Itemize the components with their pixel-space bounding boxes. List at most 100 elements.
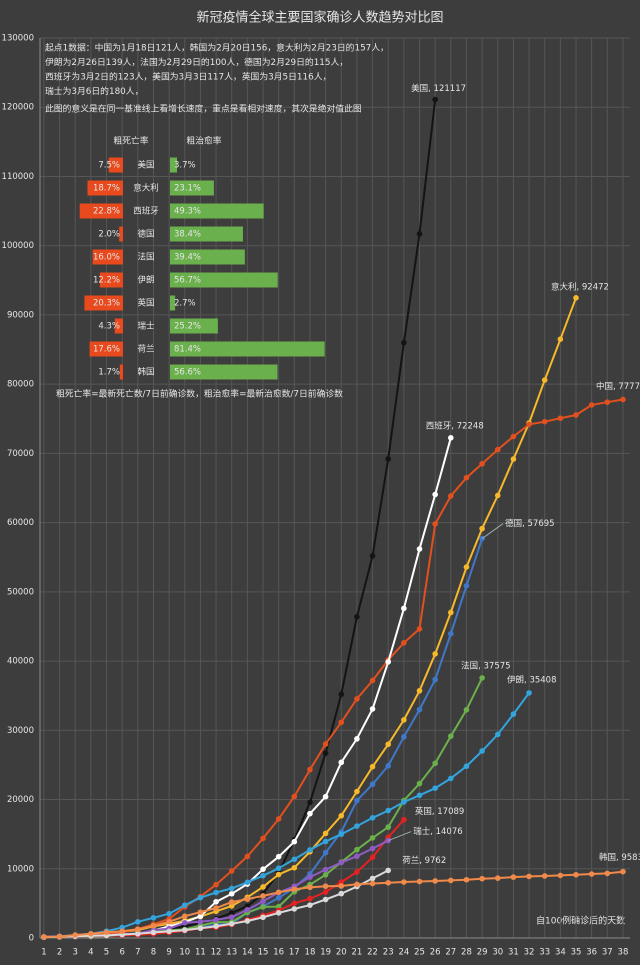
cure-bar (170, 226, 243, 242)
death-label: 16.0% (93, 253, 120, 263)
death-bar (79, 203, 123, 219)
data-point (401, 879, 407, 885)
x-tick-label: 11 (195, 948, 206, 958)
y-tick-label: 40000 (7, 657, 34, 667)
data-point (275, 816, 282, 822)
data-point (369, 845, 376, 852)
data-point (244, 918, 251, 924)
data-point (338, 831, 345, 838)
country-label: 意大利 (133, 183, 159, 194)
x-tick-label: 36 (586, 948, 597, 958)
data-point (275, 871, 282, 878)
cure-bar (170, 180, 214, 196)
data-point (369, 815, 376, 821)
data-point (135, 919, 141, 925)
note-line: 起点1数据：中国为1月18日121人，韩国为2月20日156，意大利为2月23日… (45, 42, 389, 54)
end-label: 法国, 37575 (461, 660, 510, 671)
data-point (354, 736, 360, 742)
data-point (416, 792, 423, 799)
data-point (526, 873, 532, 880)
x-tick-label: 7 (135, 948, 140, 958)
data-point (197, 894, 204, 901)
data-point (244, 853, 251, 860)
cure-label: 56.6% (174, 368, 201, 378)
x-tick-label: 4 (88, 948, 93, 958)
data-point (307, 810, 313, 817)
data-point (166, 928, 172, 935)
data-point (416, 780, 423, 787)
x-tick-label: 20 (336, 948, 347, 958)
data-point (510, 874, 517, 880)
data-point (197, 909, 204, 915)
data-point (260, 884, 266, 890)
data-point (181, 927, 188, 933)
data-point (385, 807, 392, 814)
y-tick-label: 30000 (7, 726, 34, 736)
x-tick-label: 23 (383, 948, 394, 958)
data-point (354, 869, 360, 875)
y-tick-label: 110000 (2, 172, 34, 182)
data-point (291, 900, 298, 907)
data-point (463, 474, 470, 481)
data-point (41, 934, 47, 940)
data-point (479, 875, 485, 882)
end-label: 中国, 77779 (596, 381, 640, 392)
data-point (291, 838, 298, 845)
data-point (260, 872, 266, 879)
data-point (401, 339, 407, 346)
data-point (463, 763, 470, 770)
data-point (494, 875, 501, 881)
data-point (307, 874, 313, 880)
data-point (448, 435, 454, 441)
data-point (260, 835, 266, 842)
inset-header: 粗死亡率 (113, 135, 148, 147)
data-point (307, 766, 313, 773)
data-point (369, 880, 376, 887)
data-point (432, 785, 438, 791)
data-point (541, 377, 548, 383)
x-tick-label: 19 (320, 948, 331, 958)
data-point (432, 878, 438, 884)
data-point (541, 418, 548, 425)
leader-line (481, 523, 504, 539)
x-tick-label: 29 (477, 948, 488, 958)
data-point (369, 875, 376, 882)
cure-bar (170, 341, 325, 357)
data-point (526, 421, 532, 428)
x-tick-label: 28 (461, 948, 472, 958)
data-point (448, 775, 454, 782)
x-tick-label: 27 (445, 948, 456, 958)
x-tick-label: 8 (151, 948, 156, 958)
data-point (322, 793, 329, 800)
cure-label: 49.3% (174, 207, 201, 217)
data-point (135, 926, 141, 933)
cure-bar (170, 318, 218, 334)
data-point (275, 865, 282, 872)
data-point (369, 677, 376, 684)
data-point (338, 759, 345, 766)
death-bar (89, 341, 123, 357)
data-point (369, 781, 376, 788)
data-point (526, 690, 532, 696)
data-point (432, 96, 438, 103)
data-point (354, 881, 360, 888)
y-tick-label: 20000 (7, 795, 34, 805)
x-tick-label: 35 (571, 948, 582, 958)
data-point (322, 872, 329, 878)
x-tick-label: 25 (414, 948, 425, 958)
series-line (43, 692, 530, 938)
data-point (150, 922, 157, 929)
cure-bar (170, 203, 264, 219)
x-tick-label: 2 (57, 948, 62, 958)
data-point (401, 799, 407, 805)
data-point (557, 415, 564, 422)
data-point (354, 788, 360, 795)
data-point (166, 910, 172, 917)
note-line: 伊朗为2月26日139人，法国为2月29日的100人，德国为2月29日的115人… (45, 56, 348, 68)
data-point (228, 910, 235, 916)
data-point (338, 812, 345, 819)
data-point (338, 719, 345, 726)
inset-header: 粗治愈率 (186, 135, 221, 147)
cure-label: 81.4% (174, 345, 201, 355)
data-point (275, 889, 282, 896)
